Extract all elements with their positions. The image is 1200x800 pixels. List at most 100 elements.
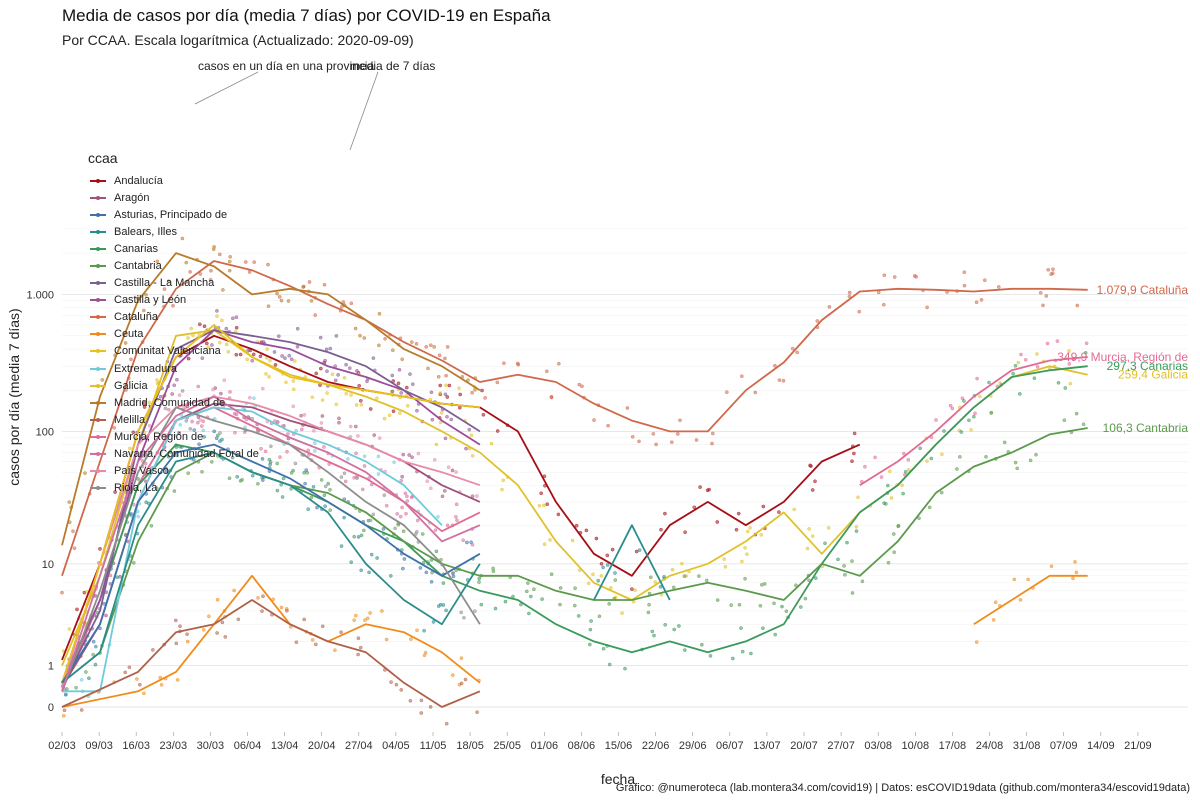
daily-point bbox=[803, 596, 808, 601]
daily-point bbox=[75, 607, 79, 612]
daily-point bbox=[302, 413, 307, 417]
daily-point bbox=[356, 434, 360, 438]
legend-label: Ceuta bbox=[114, 328, 144, 341]
daily-point bbox=[228, 254, 233, 259]
daily-point bbox=[886, 560, 891, 565]
daily-point bbox=[376, 472, 381, 476]
daily-point bbox=[974, 300, 979, 305]
legend-item: Canarias bbox=[88, 240, 259, 257]
daily-point bbox=[586, 581, 591, 586]
daily-point bbox=[794, 583, 798, 588]
daily-point bbox=[389, 680, 393, 684]
daily-point bbox=[136, 514, 141, 519]
legend-item: Asturias, Principado de bbox=[88, 206, 259, 223]
chart-title: Media de casos por día (media 7 días) po… bbox=[62, 6, 551, 25]
daily-point bbox=[330, 372, 335, 377]
series-line-comunitat-valenciana bbox=[61, 324, 480, 684]
daily-point bbox=[925, 305, 929, 310]
daily-point bbox=[470, 542, 475, 547]
daily-point bbox=[810, 488, 815, 492]
daily-point bbox=[823, 541, 827, 546]
daily-point bbox=[826, 526, 831, 530]
daily-point bbox=[1017, 392, 1022, 396]
x-tick-label: 16/03 bbox=[122, 740, 150, 752]
daily-point bbox=[584, 528, 589, 533]
daily-point bbox=[166, 454, 171, 459]
daily-point bbox=[1051, 267, 1055, 272]
y-tick-label: 1.000 bbox=[26, 289, 54, 301]
legend-label: Murcia, Región de bbox=[114, 430, 204, 443]
daily-point bbox=[570, 538, 575, 543]
daily-point bbox=[71, 529, 75, 534]
daily-point bbox=[698, 485, 702, 489]
daily-point bbox=[444, 373, 448, 378]
daily-point bbox=[299, 413, 303, 418]
legend-item: Murcia, Región de bbox=[88, 428, 259, 445]
daily-point bbox=[62, 708, 67, 713]
daily-point bbox=[226, 349, 231, 354]
daily-point bbox=[873, 455, 877, 460]
daily-point bbox=[115, 575, 120, 580]
x-axis: 02/03 09/03 16/03 23/03 30/03 06/04 13/04 20/04… bbox=[48, 732, 1152, 752]
daily-point bbox=[739, 626, 743, 630]
daily-point bbox=[761, 626, 765, 631]
daily-point bbox=[280, 354, 284, 358]
daily-point bbox=[527, 611, 531, 616]
daily-point bbox=[424, 345, 429, 349]
daily-point bbox=[371, 356, 376, 360]
daily-point bbox=[470, 453, 475, 458]
daily-point bbox=[322, 445, 326, 449]
daily-point bbox=[548, 538, 552, 542]
daily-point bbox=[653, 580, 658, 584]
daily-point bbox=[166, 407, 171, 412]
daily-point bbox=[762, 582, 767, 586]
daily-point bbox=[230, 455, 235, 460]
daily-point bbox=[218, 431, 222, 435]
end-label: 259,4 Galicia bbox=[1118, 368, 1188, 382]
daily-point bbox=[677, 624, 681, 628]
daily-point bbox=[234, 315, 239, 320]
daily-point bbox=[217, 252, 222, 257]
daily-point bbox=[281, 476, 286, 481]
daily-point bbox=[402, 557, 407, 561]
daily-point bbox=[996, 285, 1001, 289]
daily-point bbox=[810, 534, 815, 539]
daily-point bbox=[377, 311, 382, 316]
daily-point bbox=[399, 478, 404, 483]
daily-point bbox=[777, 378, 782, 382]
daily-point bbox=[304, 468, 309, 472]
daily-point bbox=[63, 692, 68, 697]
daily-point bbox=[847, 290, 852, 295]
daily-point bbox=[407, 453, 412, 457]
daily-point bbox=[1011, 371, 1015, 376]
daily-point bbox=[201, 627, 206, 632]
daily-point bbox=[205, 401, 210, 406]
daily-point bbox=[1062, 418, 1067, 423]
daily-point bbox=[906, 457, 911, 462]
series-line-castilla-la-mancha bbox=[61, 329, 481, 688]
daily-point bbox=[433, 528, 438, 533]
daily-point bbox=[320, 398, 325, 402]
daily-point bbox=[368, 407, 373, 411]
daily-point bbox=[734, 527, 739, 532]
daily-point bbox=[891, 532, 896, 536]
daily-point bbox=[323, 484, 328, 489]
daily-point bbox=[815, 319, 820, 323]
legend-key-icon bbox=[88, 192, 108, 204]
x-tick-label: 21/09 bbox=[1124, 740, 1152, 752]
daily-point bbox=[186, 336, 190, 340]
daily-point bbox=[323, 358, 327, 363]
daily-point bbox=[355, 476, 359, 480]
daily-point bbox=[342, 471, 347, 476]
daily-point bbox=[993, 600, 998, 605]
daily-point bbox=[320, 414, 325, 418]
daily-point bbox=[215, 309, 219, 313]
daily-point bbox=[955, 467, 959, 471]
daily-point bbox=[790, 346, 795, 351]
daily-point bbox=[155, 378, 159, 382]
daily-point bbox=[637, 548, 642, 552]
daily-point bbox=[549, 572, 554, 577]
daily-point bbox=[173, 618, 178, 623]
daily-point bbox=[483, 396, 487, 400]
daily-point bbox=[708, 654, 713, 658]
